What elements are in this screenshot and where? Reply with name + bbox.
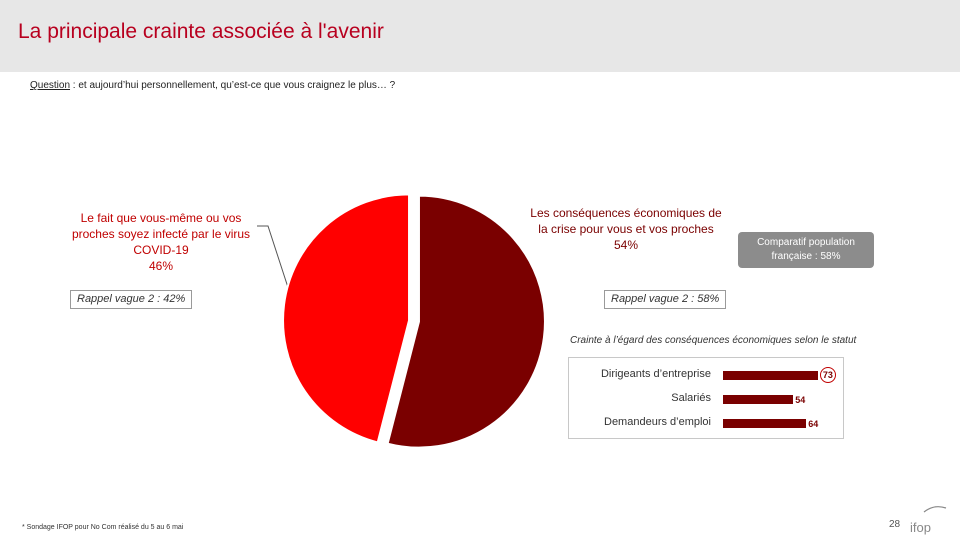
bar-label-demandeurs: Demandeurs d’emploi (604, 416, 711, 428)
rappel-economic: Rappel vague 2 : 58% (604, 290, 727, 309)
slice-label-economic: Les conséquences économiques de la crise… (530, 205, 722, 253)
slice-value-covid: 46% (148, 259, 174, 273)
bar-chart: Dirigeants d’entreprise Salariés Demande… (568, 357, 844, 439)
bar-demandeurs (723, 419, 807, 428)
ifop-logo: ifop (910, 506, 947, 535)
pie-slice-1 (282, 193, 411, 444)
pie-slices (282, 193, 546, 449)
slice-label-covid-text: Le fait que vous-même ou vos proches soy… (71, 211, 251, 257)
pie-slice-0 (386, 194, 546, 449)
leader-line-covid (257, 225, 297, 313)
header-bar: La principale crainte associée à l'aveni… (0, 0, 960, 72)
footnote: * Sondage IFOP pour No Com réalisé du 5 … (22, 524, 184, 531)
slice-label-economic-text: Les conséquences économiques de la crise… (530, 206, 722, 236)
slice-label-covid: Le fait que vous-même ou vos proches soy… (60, 210, 262, 274)
page-title: La principale crainte associée à l'aveni… (18, 20, 384, 43)
bar-value-salaries: 54 (795, 395, 806, 405)
question-text: Question : et aujourd’hui personnellemen… (30, 80, 395, 91)
bar-value-dirigeants: 73 (819, 367, 836, 383)
bar-salaries (723, 395, 794, 404)
comparison-badge: Comparatif population française : 58% (738, 232, 874, 268)
bar-label-dirigeants: Dirigeants d’entreprise (600, 368, 711, 380)
rappel-covid: Rappel vague 2 : 42% (70, 290, 193, 309)
slice-value-economic: 54% (613, 238, 639, 252)
bar-label-salaries: Salariés (671, 392, 711, 404)
question-body: : et aujourd’hui personnellement, qu’est… (70, 80, 396, 91)
bar-chart-title: Crainte à l’égard des conséquences écono… (570, 335, 857, 346)
bar-value-demandeurs: 64 (808, 419, 819, 429)
logo-text: ifop (910, 520, 931, 535)
question-label: Question (30, 80, 71, 91)
bar-dirigeants (723, 371, 818, 380)
page-number: 28 (889, 519, 901, 530)
